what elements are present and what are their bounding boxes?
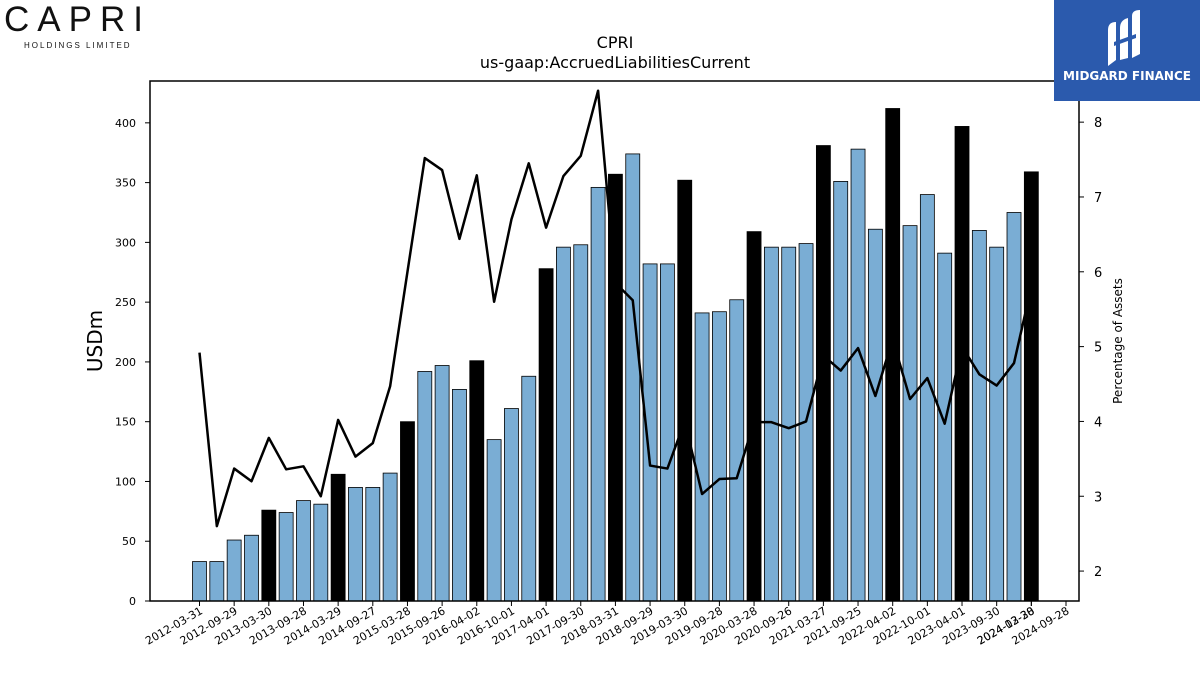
y2-tick-label: 5 — [1094, 341, 1102, 356]
y-tick-label: 200 — [115, 356, 136, 369]
bar-29 — [694, 312, 710, 602]
bar-37 — [833, 181, 849, 602]
bar-42 — [919, 194, 935, 602]
bar-15 — [452, 389, 467, 602]
bar-38 — [850, 148, 866, 602]
x-axis-ticks: 2012-03-312012-09-292013-03-302013-09-28… — [143, 601, 1072, 648]
bar-22 — [573, 244, 589, 602]
y2-tick-label: 8 — [1094, 116, 1102, 131]
y2-tick-label: 6 — [1094, 266, 1102, 281]
bar-26 — [642, 263, 658, 602]
bar-18 — [504, 408, 519, 602]
percentage-line — [198, 89, 1033, 528]
y-tick-label: 350 — [115, 177, 136, 190]
bar-43 — [937, 252, 953, 602]
capri-logo-subtitle: HOLDINGS LIMITED — [24, 41, 132, 50]
bar-19 — [521, 375, 537, 602]
left-axis-ticks: 0 50 100 150 200 250 300 350 400 — [115, 117, 150, 608]
midgard-finance-name: MIDGARD FINANCE — [1063, 69, 1191, 83]
bar-27 — [660, 263, 675, 602]
y-tick-label: 150 — [115, 416, 136, 429]
bar-34 — [781, 246, 797, 602]
y2-tick-label: 7 — [1094, 191, 1102, 206]
midgard-emblem-icon — [1108, 10, 1140, 66]
bar-31 — [729, 299, 745, 602]
midgard-finance-logo: MIDGARD FINANCE — [1054, 0, 1200, 101]
bar-16 — [469, 360, 485, 602]
bar-30 — [712, 311, 727, 602]
chart-subtitle: us-gaap:AccruedLiabilitiesCurrent — [480, 53, 750, 72]
y-tick-label: 100 — [115, 475, 136, 488]
bar-8 — [330, 473, 346, 602]
y2-tick-label: 3 — [1094, 490, 1102, 505]
bar-41 — [902, 225, 918, 602]
capri-logo: CAPRI HOLDINGS LIMITED — [0, 0, 160, 60]
bar-13 — [417, 371, 433, 602]
y2-tick-label: 2 — [1094, 565, 1102, 580]
y-tick-label: 400 — [115, 117, 136, 130]
chart-title: CPRI — [597, 33, 634, 52]
y2-tick-label: 4 — [1094, 415, 1102, 430]
bar-32 — [746, 231, 762, 602]
bar-39 — [867, 228, 883, 602]
bar-45 — [971, 230, 987, 602]
bar-6 — [296, 500, 311, 602]
bar-9 — [348, 487, 363, 602]
bar-23 — [590, 186, 606, 602]
bar-47 — [1006, 212, 1022, 602]
bar-1 — [209, 561, 225, 602]
y-tick-label: 250 — [115, 296, 136, 309]
bar-12 — [400, 421, 415, 602]
right-axis-ticks: 2 3 4 5 6 7 8 — [1079, 116, 1102, 580]
bar-17 — [486, 439, 502, 602]
bar-25 — [625, 153, 641, 602]
y-tick-label: 50 — [122, 535, 136, 548]
bar-28 — [677, 179, 693, 602]
bar-11 — [382, 472, 398, 602]
bar-3 — [244, 534, 259, 602]
bar-series — [192, 108, 1039, 602]
bar-14 — [434, 365, 450, 602]
plot-frame — [149, 80, 1080, 602]
bar-5 — [278, 512, 294, 602]
bar-21 — [556, 246, 571, 602]
bar-46 — [989, 246, 1005, 602]
bar-20 — [538, 268, 554, 602]
y-tick-label: 0 — [129, 595, 136, 608]
bar-2 — [226, 539, 242, 602]
bar-0 — [192, 561, 207, 602]
capri-logo-word: CAPRI — [4, 0, 151, 39]
y-axis-label: USDm — [83, 310, 107, 372]
bar-7 — [313, 503, 329, 602]
bar-4 — [261, 509, 277, 602]
bar-48 — [1023, 171, 1039, 602]
y-tick-label: 300 — [115, 236, 136, 249]
bar-10 — [365, 487, 381, 602]
y2-axis-label: Percentage of Assets — [1111, 278, 1125, 404]
